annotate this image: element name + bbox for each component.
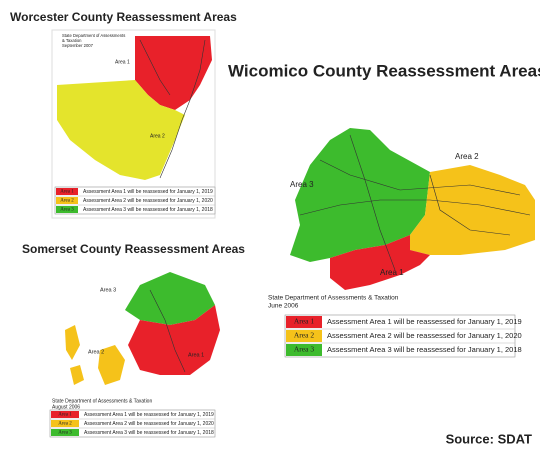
area-2-region <box>70 365 84 385</box>
legend-text: Assessment Area 3 will be reassessed for… <box>84 430 214 436</box>
somerset-map <box>65 272 220 385</box>
area-2-region <box>57 80 185 180</box>
legend-text: Assessment Area 2 will be reassessed for… <box>83 198 213 204</box>
legend-text: Assessment Area 2 will be reassessed for… <box>84 421 214 427</box>
legend-text: Assessment Area 1 will be reassessed for… <box>83 189 213 195</box>
legend-swatch <box>286 316 322 328</box>
legend-swatch <box>286 344 322 356</box>
area-1-region <box>128 305 220 375</box>
legend-key: Area 1 <box>58 413 72 418</box>
legend-swatch <box>286 330 322 342</box>
legend-key: Area 3 <box>58 431 72 436</box>
legend-swatch <box>56 197 78 204</box>
legend-swatch <box>56 188 78 195</box>
road <box>429 174 511 236</box>
legend-text: Assessment Area 3 will be reassessed for… <box>83 207 213 213</box>
agency-note: State Department of Assessments & Taxati… <box>52 398 152 404</box>
area-2-region <box>410 165 535 255</box>
area-label: Area 1 <box>188 352 204 358</box>
map-title: Wicomico County Reassessment Areas <box>228 61 540 80</box>
legend-text: Assessment Area 1 will be reassessed for… <box>327 317 522 326</box>
legend-swatch <box>56 206 78 213</box>
map-title: Worcester County Reassessment Areas <box>10 10 237 24</box>
wicomico-map <box>290 128 535 290</box>
agency-note: State Department of Assessments & Taxati… <box>268 295 399 302</box>
legend-key: Area 3 <box>294 345 314 354</box>
agency-note: June 2006 <box>268 303 299 310</box>
road <box>299 199 531 216</box>
map-title: Somerset County Reassessment Areas <box>22 242 245 256</box>
area-3-region <box>125 272 215 325</box>
legend-key: Area 2 <box>58 422 72 427</box>
area-2-region <box>98 345 125 385</box>
area-label: Area 3 <box>100 287 116 293</box>
legend-swatch <box>51 420 79 427</box>
area-1-region <box>330 235 430 290</box>
legend-key: Area 1 <box>294 317 314 326</box>
area-label: Area 3 <box>290 180 314 189</box>
source-note: Source: SDAT <box>446 431 532 446</box>
legend-box <box>284 314 516 358</box>
coastline <box>159 39 206 179</box>
legend-key: Area 2 <box>294 331 314 340</box>
area-label: Area 1 <box>380 268 404 277</box>
legend-key: Area 3 <box>60 208 74 213</box>
worcester-map <box>51 29 216 219</box>
legend-text: Assessment Area 3 will be reassessed for… <box>327 345 522 354</box>
agency-note: State Department of Assessments <box>62 33 125 38</box>
road <box>319 159 521 196</box>
legend-text: Assessment Area 1 will be reassessed for… <box>84 412 214 418</box>
agency-note: & Taxation <box>62 38 82 43</box>
legend-swatch <box>51 411 79 418</box>
area-label: Area 2 <box>150 133 165 139</box>
area-label: Area 2 <box>88 349 104 355</box>
legend-key: Area 2 <box>60 199 74 204</box>
legend-swatch <box>51 429 79 436</box>
area-3-region <box>290 128 430 262</box>
road <box>139 39 171 96</box>
legend-key: Area 1 <box>60 190 74 195</box>
road <box>149 289 186 373</box>
legend-box <box>54 186 216 215</box>
area-2-region <box>65 325 80 360</box>
area-label: Area 2 <box>455 152 479 161</box>
legend-text: Assessment Area 2 will be reassessed for… <box>327 331 522 340</box>
agency-note: September 2007 <box>62 43 94 48</box>
agency-note: August 2006 <box>52 404 80 410</box>
area-label: Area 1 <box>115 59 130 65</box>
road <box>349 134 396 271</box>
